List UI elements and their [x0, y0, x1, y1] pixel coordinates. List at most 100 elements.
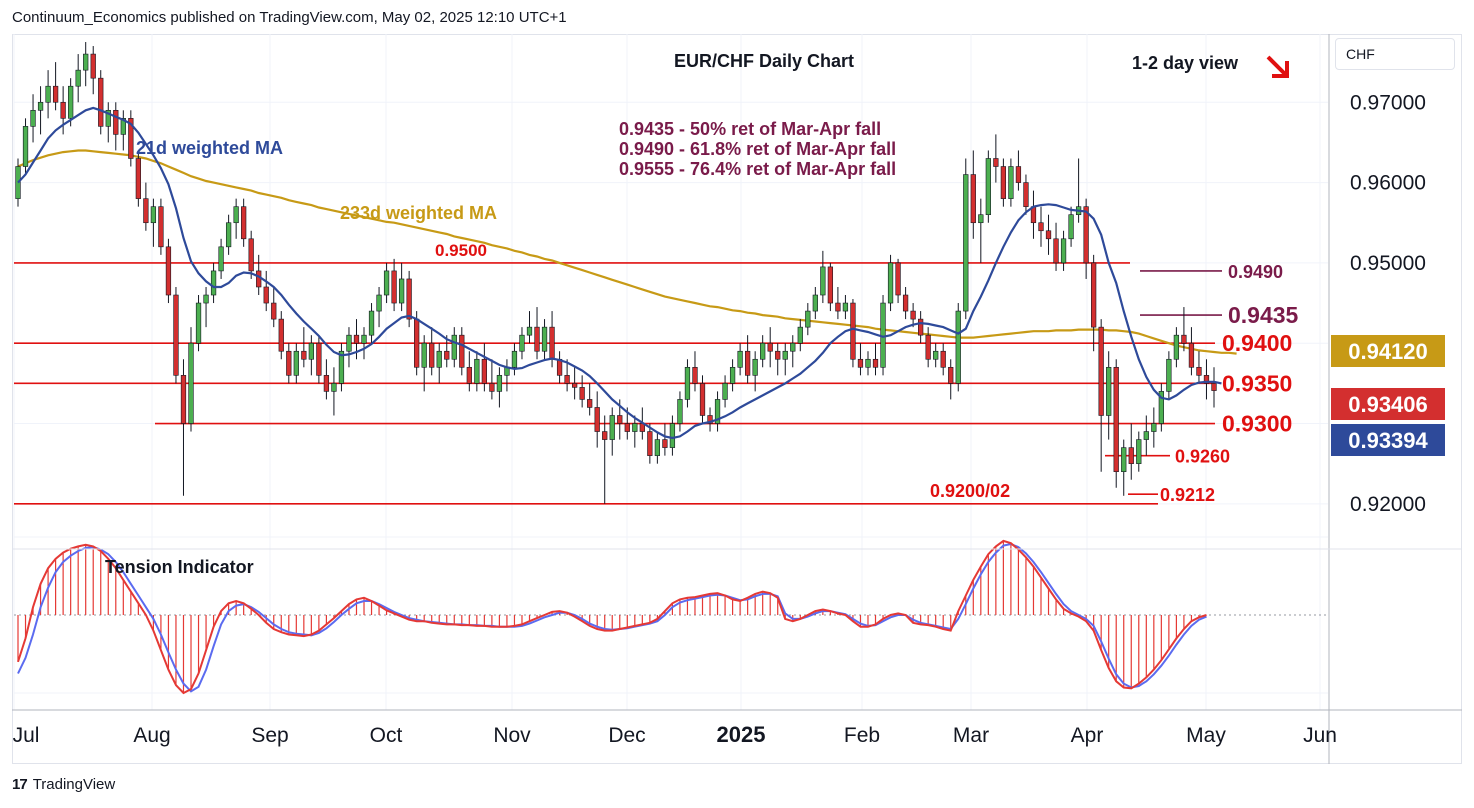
candle-body [850, 302, 856, 360]
candle [113, 102, 119, 151]
candle [1030, 190, 1037, 239]
candle [722, 375, 728, 408]
candle [391, 258, 397, 312]
candle [1023, 174, 1029, 215]
x-tick-label: Sep [251, 724, 288, 747]
x-tick-label: Oct [370, 724, 403, 747]
candle-body [338, 350, 345, 384]
candle [30, 94, 36, 143]
candle [752, 351, 758, 392]
candle [910, 303, 916, 328]
candle [150, 198, 157, 247]
candle-body [1068, 214, 1074, 240]
candle [684, 359, 691, 408]
candle-body [933, 350, 939, 360]
candle-body [1106, 366, 1112, 416]
candle-body [444, 350, 450, 360]
candle-body [677, 399, 683, 424]
candle [225, 214, 232, 255]
candle-body [1053, 238, 1059, 264]
ma21-layer [17, 106, 1222, 440]
tension-indicator [17, 539, 1207, 695]
level-label: 0.9300 [1222, 411, 1292, 437]
candle-body [918, 318, 924, 336]
candle-body [895, 262, 901, 296]
currency-selector[interactable]: CHF [1335, 38, 1455, 70]
candle-body [195, 302, 202, 344]
candle [729, 359, 736, 392]
candle [496, 367, 503, 408]
candle [842, 295, 849, 320]
candle-body [887, 262, 894, 304]
candle-body [752, 358, 758, 376]
candle-body [1008, 166, 1014, 199]
candle-body [90, 53, 96, 79]
candle-body [233, 206, 239, 224]
candle [293, 343, 299, 384]
level-label: 0.9200/02 [930, 481, 1010, 501]
candle-body [406, 278, 412, 320]
candle [376, 286, 382, 328]
candle [165, 238, 172, 304]
candle [541, 319, 548, 360]
candle [271, 286, 277, 328]
candle [83, 42, 89, 87]
candle [188, 327, 194, 432]
candle-body [549, 326, 555, 360]
candle-body [301, 350, 307, 360]
candle-body [767, 342, 773, 352]
candle [857, 343, 864, 376]
candle-body [83, 53, 89, 71]
candle-body [835, 302, 841, 312]
candle-body [398, 278, 405, 304]
candle-body [714, 399, 721, 424]
support-resistance-levels [14, 262, 1222, 505]
x-tick-label: Feb [844, 724, 880, 747]
tradingview-brand: TradingView [32, 776, 116, 793]
candle-body [602, 431, 608, 440]
x-tick-label: Dec [608, 724, 645, 747]
candle-body [925, 334, 931, 360]
candle [955, 303, 961, 392]
candle-body [857, 358, 864, 368]
candle-body [1083, 206, 1089, 264]
candle [865, 351, 871, 376]
candle-body [1098, 326, 1104, 416]
candle [278, 311, 284, 360]
candle [1166, 351, 1172, 400]
candle-body [135, 158, 141, 199]
candle [887, 254, 894, 312]
candle-body [797, 326, 803, 344]
candle-body [263, 286, 269, 304]
candle-body [256, 270, 262, 288]
candle-body [1000, 166, 1007, 199]
candle [850, 299, 856, 368]
candle [98, 70, 104, 135]
candle [647, 423, 653, 464]
candle-body [1113, 366, 1119, 473]
candle [233, 198, 239, 239]
candle-body [1181, 334, 1187, 344]
candle [790, 335, 796, 368]
candle-body [180, 375, 187, 424]
candle-body [278, 318, 284, 352]
candle [218, 238, 224, 279]
candle-body [948, 366, 954, 384]
candle [1136, 431, 1142, 472]
candle-body [286, 350, 292, 376]
candle [241, 198, 247, 247]
candle [436, 343, 442, 384]
ma233-layer [17, 149, 1237, 355]
candle-body [594, 407, 600, 432]
price-badge-bg [1331, 335, 1445, 367]
candle [835, 286, 841, 320]
candle [1143, 415, 1149, 456]
candle-body [534, 326, 540, 352]
candle-body [760, 342, 766, 360]
candle-body [632, 423, 638, 432]
candle-body [376, 294, 382, 312]
candle [737, 343, 743, 376]
candle-body [60, 101, 66, 119]
candle-body [75, 69, 81, 87]
